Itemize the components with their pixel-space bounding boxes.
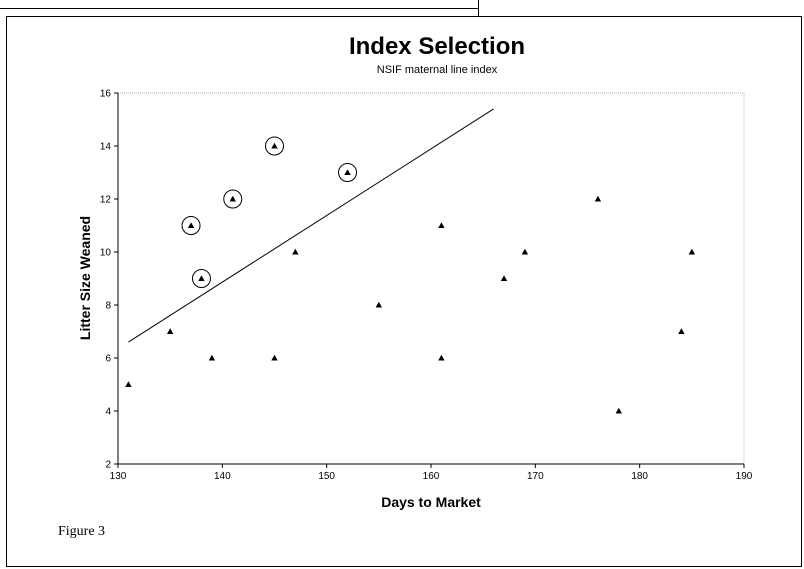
- data-point: [594, 195, 602, 202]
- data-points: [125, 136, 696, 414]
- data-point: [208, 354, 216, 361]
- y-tick-label: 14: [100, 142, 112, 153]
- y-tick-label: 10: [100, 248, 112, 259]
- figure-caption: Figure 3: [58, 524, 106, 539]
- y-tick-label: 2: [105, 460, 111, 471]
- x-tick-label: 190: [736, 471, 753, 482]
- x-tick-label: 180: [631, 471, 648, 482]
- page-top-frame: [0, 0, 804, 16]
- y-tick-label: 4: [105, 407, 111, 418]
- figure-border: [6, 16, 802, 567]
- data-point: [678, 328, 685, 335]
- y-tick-label: 12: [100, 195, 112, 206]
- data-point: [500, 275, 508, 282]
- data-point: [615, 407, 622, 414]
- data-point: [438, 222, 445, 229]
- x-tick-label: 150: [318, 471, 335, 482]
- selected-data-point: [229, 195, 236, 202]
- selected-point-circle: [181, 216, 201, 235]
- data-point: [521, 248, 529, 255]
- data-point: [688, 248, 696, 255]
- x-tick-label: 130: [110, 471, 127, 482]
- selected-data-point: [187, 222, 195, 229]
- y-tick-label: 8: [105, 301, 111, 312]
- data-point: [166, 328, 174, 335]
- y-ticks: 2 4 6 8 10 12 14 16: [100, 89, 118, 471]
- data-point: [375, 301, 383, 308]
- top-rule: [0, 8, 478, 9]
- top-tick: [478, 0, 479, 16]
- selected-data-point: [344, 169, 351, 176]
- chart-subtitle: NSIF maternal line index: [377, 64, 498, 76]
- x-axis-label: Days to Market: [381, 494, 481, 510]
- selected-point-circle: [191, 269, 211, 288]
- selection-line: [128, 108, 494, 343]
- selected-data-point: [198, 275, 205, 282]
- selected-point-circle: [338, 163, 358, 182]
- data-point: [438, 354, 445, 361]
- x-tick-label: 160: [423, 471, 440, 482]
- selected-point-circle: [265, 136, 284, 156]
- data-point: [125, 381, 132, 388]
- selected-data-point: [271, 142, 278, 149]
- y-tick-label: 16: [100, 89, 112, 100]
- y-tick-label: 6: [105, 354, 111, 365]
- chart-title: Index Selection: [349, 33, 525, 60]
- x-ticks: 130 140 150 160 170 180 190: [110, 464, 753, 482]
- selected-point-circle: [223, 189, 243, 209]
- data-point: [271, 354, 278, 361]
- x-tick-label: 140: [214, 471, 231, 482]
- y-axis-label: Litter Size Weaned: [77, 216, 93, 340]
- data-point: [292, 248, 299, 255]
- x-tick-label: 170: [527, 471, 544, 482]
